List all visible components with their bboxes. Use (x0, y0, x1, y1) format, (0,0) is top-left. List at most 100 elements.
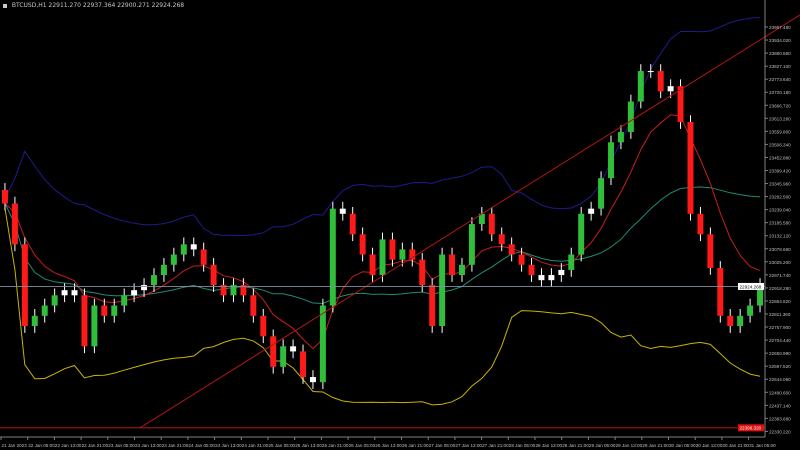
candle-body (548, 275, 555, 281)
candle-body (677, 86, 684, 123)
candle (667, 79, 674, 99)
candle (737, 308, 744, 333)
candle (1, 183, 8, 211)
candle-body (270, 336, 277, 367)
candle (429, 278, 436, 333)
candle-body (568, 254, 575, 270)
candle (488, 206, 495, 242)
x-tick-label: 22 Jan 13:00 (55, 443, 82, 448)
candle-body (290, 346, 297, 352)
candle (478, 206, 485, 231)
candle-body (151, 275, 157, 286)
x-tick-label: 27 Jan 05:00 (429, 443, 456, 448)
candle (250, 288, 257, 323)
candle (180, 237, 187, 262)
candle (41, 298, 48, 323)
candle (379, 232, 386, 282)
candle-body (81, 295, 88, 347)
candle (101, 298, 108, 323)
bollinger-upper-line (4, 16, 761, 237)
candle-body (717, 267, 724, 316)
x-tick-label: 25 Jan 13:00 (295, 443, 322, 448)
y-tick-label: 22597.520 (769, 364, 791, 369)
candle-body (627, 101, 634, 133)
candle-body (439, 254, 446, 327)
candle-body (260, 315, 267, 337)
candle-body (190, 244, 197, 250)
x-tick-label: 27 Jan 21:00 (482, 443, 509, 448)
x-tick-label: 28 Jan 05:00 (509, 443, 536, 448)
x-tick-label: 26 Jan 21:00 (402, 443, 429, 448)
y-tick-label: 23292.500 (769, 195, 791, 200)
candle (369, 247, 376, 282)
candle-body (180, 244, 187, 255)
candle-body (230, 285, 237, 296)
candle-body (399, 249, 406, 260)
candle (151, 268, 157, 292)
candle (31, 308, 38, 333)
candle (170, 247, 177, 272)
y-tick-label: 23132.120 (769, 234, 791, 239)
candle (439, 247, 446, 333)
candle (419, 252, 426, 292)
x-tick-label: 29 Jan 13:00 (616, 443, 643, 448)
candle (697, 206, 704, 242)
candle-body (200, 249, 207, 265)
candle-body (617, 132, 624, 143)
candles (1, 64, 764, 390)
candle-body (61, 290, 68, 296)
chart-title: BTCUSD,H1 22911.270 22937.364 22900.271 … (3, 2, 184, 9)
candle-body (319, 305, 326, 383)
candle (141, 278, 148, 298)
candle-body (737, 315, 744, 327)
candle (190, 237, 197, 257)
symbol-label: BTCUSD,H1 (11, 2, 47, 9)
candle (309, 370, 316, 390)
y-tick-label: 23452.880 (769, 155, 791, 160)
candle (11, 196, 18, 252)
current-price-label: 22924.268 (740, 284, 762, 289)
candle-body (558, 269, 565, 276)
candle (300, 344, 306, 384)
bollinger-middle-line (4, 186, 761, 305)
x-tick-label: 30 Jan 13:00 (696, 443, 723, 448)
x-tick-label: 24 Jan 05:00 (188, 443, 215, 448)
candle (707, 227, 714, 275)
candle-body (747, 305, 754, 316)
candle-body (588, 208, 595, 214)
chart-menu-icon[interactable] (3, 3, 7, 8)
y-tick-label: 22971.740 (769, 273, 791, 278)
low-value: 22900.271 (117, 2, 150, 9)
close-value: 22924.268 (151, 2, 185, 9)
x-tick-label: 25 Jan 21:00 (322, 443, 349, 448)
candle-body (657, 71, 664, 92)
candle (578, 206, 585, 262)
alert-price-tag (738, 424, 764, 432)
x-tick-label: 26 Jan 05:00 (349, 443, 376, 448)
y-tick-label: 23239.040 (769, 208, 791, 213)
candle (280, 339, 287, 374)
candle-body (280, 346, 287, 367)
candle-body (687, 122, 694, 214)
indicators (4, 16, 761, 406)
y-tick-label: 23880.560 (769, 51, 791, 56)
candle-body (647, 71, 654, 73)
candle-body (419, 259, 426, 286)
candle-body (578, 213, 585, 255)
y-tick-label: 23773.640 (769, 77, 791, 82)
candle-body (309, 377, 316, 383)
candle (637, 64, 644, 109)
y-tick-label: 23666.720 (769, 103, 791, 108)
y-tick-label: 22330.220 (769, 429, 791, 434)
candle-body (1, 189, 8, 204)
candle-body (409, 249, 416, 260)
trendline (139, 14, 800, 429)
candle-body (468, 224, 475, 265)
candle-body (101, 305, 108, 316)
candle (717, 261, 724, 323)
y-tick-label: 22383.680 (769, 416, 791, 421)
candle (260, 308, 267, 344)
candle-body (21, 244, 28, 327)
